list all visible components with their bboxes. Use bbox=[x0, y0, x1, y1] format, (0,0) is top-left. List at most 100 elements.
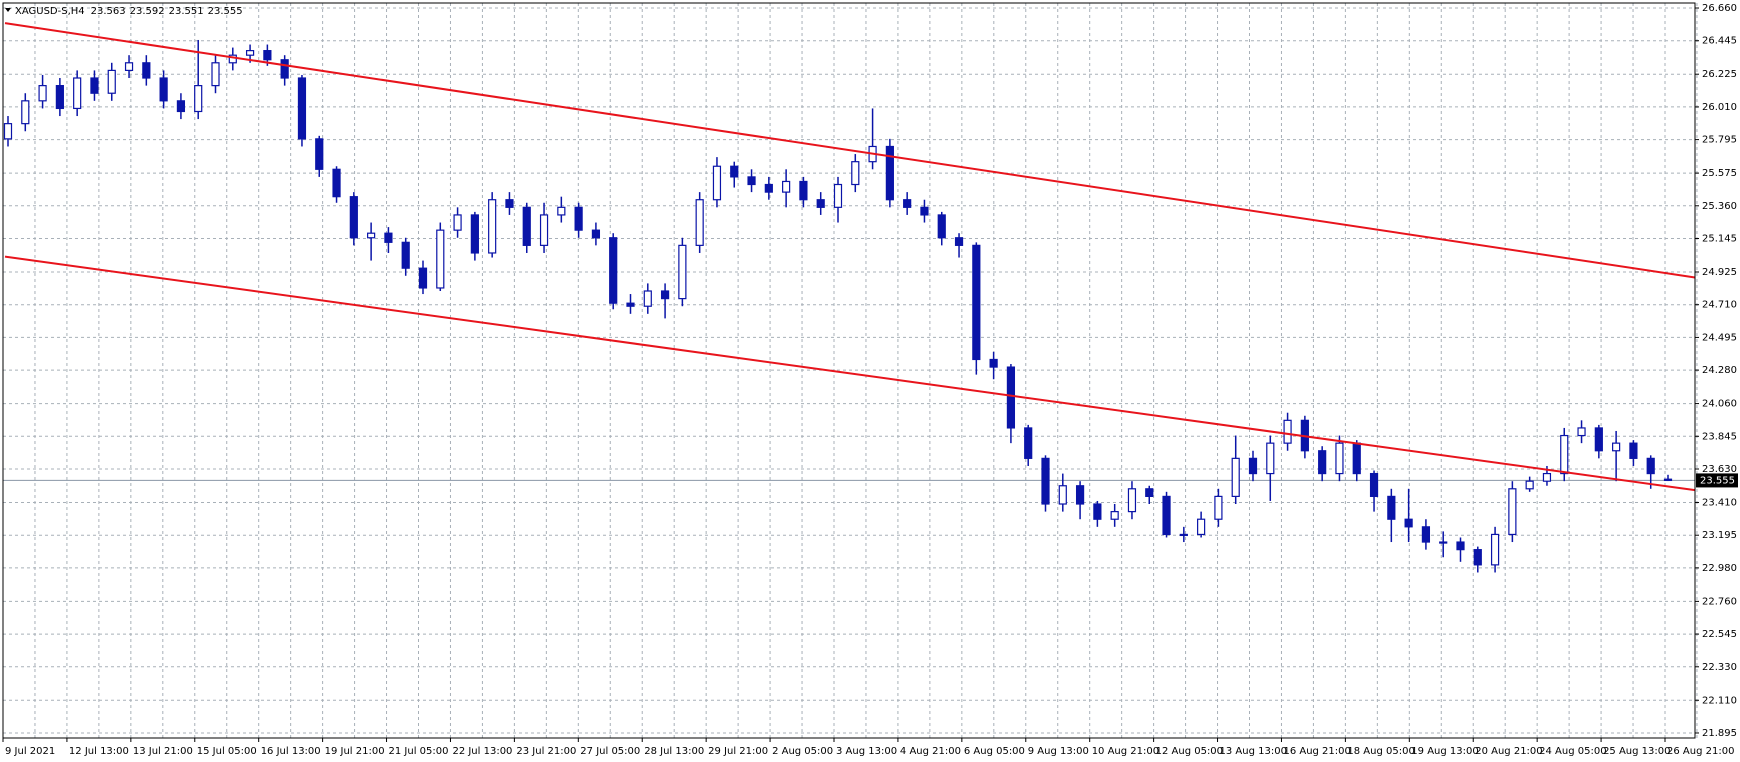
candle-body bbox=[851, 161, 860, 186]
candle-body bbox=[263, 50, 272, 61]
y-tick-label: 24.280 bbox=[1702, 365, 1737, 376]
candle-body bbox=[1006, 366, 1016, 429]
y-tick-label: 24.925 bbox=[1702, 267, 1737, 278]
candle-body bbox=[782, 180, 791, 193]
y-tick-label: 22.330 bbox=[1702, 662, 1737, 673]
x-tick-label: 27 Jul 05:00 bbox=[580, 746, 640, 757]
x-tick-label: 19 Jul 21:00 bbox=[325, 746, 385, 757]
candle-body bbox=[1179, 533, 1188, 537]
y-tick-label: 22.545 bbox=[1702, 629, 1737, 640]
y-tick-label: 25.145 bbox=[1702, 234, 1737, 245]
candle-body bbox=[245, 50, 255, 56]
candle-body bbox=[142, 62, 151, 79]
candle-body bbox=[159, 77, 168, 102]
candle-body bbox=[1248, 457, 1258, 475]
candle-body bbox=[470, 214, 479, 254]
candle-body bbox=[505, 199, 514, 208]
candle-body bbox=[1421, 526, 1431, 543]
candle-body bbox=[401, 241, 410, 269]
candle-body bbox=[1577, 427, 1586, 437]
candle-body bbox=[1542, 472, 1552, 482]
x-tick-label: 20 Aug 21:00 bbox=[1475, 746, 1542, 757]
candle-body bbox=[1663, 478, 1673, 482]
menu-icon[interactable] bbox=[5, 8, 11, 12]
x-tick-label: 28 Jul 13:00 bbox=[644, 746, 704, 757]
candle-body bbox=[920, 206, 929, 216]
x-tick-label: 29 Jul 21:00 bbox=[708, 746, 768, 757]
open-quote: 23.563 bbox=[91, 6, 126, 17]
candle-body bbox=[1041, 457, 1050, 505]
candle-body bbox=[1197, 518, 1206, 536]
x-tick-label: 25 Aug 13:00 bbox=[1603, 746, 1670, 757]
candle-body bbox=[1024, 427, 1033, 459]
price-label: 23.555 bbox=[1700, 475, 1735, 486]
candle-body bbox=[1231, 457, 1240, 497]
y-tick-label: 23.410 bbox=[1702, 497, 1737, 508]
y-tick-label: 23.195 bbox=[1702, 530, 1737, 541]
high-quote: 23.592 bbox=[130, 6, 165, 17]
candle-body bbox=[418, 267, 428, 289]
candle-body bbox=[522, 206, 531, 246]
candle-body bbox=[488, 199, 497, 254]
y-tick-label: 21.895 bbox=[1702, 728, 1737, 739]
candle-body bbox=[591, 229, 601, 239]
candle-body bbox=[1162, 495, 1171, 536]
x-tick-label: 2 Aug 05:00 bbox=[772, 746, 833, 757]
price-label-box bbox=[1696, 473, 1738, 488]
candle-body bbox=[38, 85, 47, 102]
candle-body bbox=[1283, 419, 1292, 444]
candle-body bbox=[937, 214, 946, 239]
x-tick-label: 16 Aug 21:00 bbox=[1283, 746, 1350, 757]
candle-body bbox=[3, 123, 13, 140]
candle-body bbox=[107, 69, 116, 94]
y-tick-label: 22.110 bbox=[1702, 695, 1737, 706]
candle-body bbox=[1110, 511, 1119, 520]
x-tick-label: 4 Aug 21:00 bbox=[900, 746, 961, 757]
x-tick-label: 12 Aug 05:00 bbox=[1156, 746, 1223, 757]
candle-body bbox=[972, 244, 981, 361]
y-tick-label: 26.445 bbox=[1702, 36, 1737, 47]
candle-body bbox=[695, 199, 704, 246]
candle-body bbox=[332, 168, 341, 198]
x-tick-label: 9 Jul 2021 bbox=[5, 746, 55, 757]
x-tick-label: 13 Aug 13:00 bbox=[1220, 746, 1287, 757]
candle-body bbox=[1404, 518, 1413, 528]
candle-body bbox=[1352, 442, 1361, 475]
candle-body bbox=[747, 176, 756, 186]
candle-body bbox=[73, 77, 82, 110]
close-quote: 23.555 bbox=[208, 6, 243, 17]
candle-body bbox=[349, 196, 358, 239]
y-tick-label: 23.630 bbox=[1702, 464, 1737, 475]
candle-body bbox=[1560, 434, 1569, 475]
y-tick-label: 26.225 bbox=[1702, 69, 1737, 80]
x-tick-label: 18 Aug 05:00 bbox=[1347, 746, 1414, 757]
candle-body bbox=[1629, 442, 1638, 459]
y-tick-label: 22.980 bbox=[1702, 563, 1737, 574]
candle-body bbox=[1387, 495, 1396, 520]
candle-body bbox=[1594, 427, 1603, 452]
candle-body bbox=[211, 62, 220, 87]
y-tick-label: 22.760 bbox=[1702, 596, 1737, 607]
x-tick-label: 26 Aug 21:00 bbox=[1667, 746, 1734, 757]
candle-body bbox=[1612, 442, 1621, 452]
x-tick-label: 24 Aug 05:00 bbox=[1539, 746, 1606, 757]
candle-body bbox=[903, 199, 912, 208]
y-tick-label: 26.660 bbox=[1702, 3, 1737, 14]
x-tick-label: 6 Aug 05:00 bbox=[964, 746, 1025, 757]
x-tick-label: 10 Aug 21:00 bbox=[1092, 746, 1159, 757]
marks bbox=[3, 22, 1696, 573]
x-tick-label: 3 Aug 13:00 bbox=[836, 746, 897, 757]
candle-body bbox=[55, 85, 64, 110]
x-tick-label: 19 Aug 13:00 bbox=[1411, 746, 1478, 757]
candle-body bbox=[1473, 549, 1482, 566]
candle-body bbox=[574, 206, 583, 231]
candle-body bbox=[453, 214, 462, 231]
candle-body bbox=[1508, 488, 1517, 536]
grid bbox=[2, 3, 1698, 738]
candle-body bbox=[1093, 503, 1102, 520]
candle-body bbox=[1214, 495, 1223, 520]
candle-body bbox=[1646, 457, 1655, 475]
candle-body bbox=[764, 183, 773, 193]
candle-body bbox=[1127, 488, 1137, 513]
